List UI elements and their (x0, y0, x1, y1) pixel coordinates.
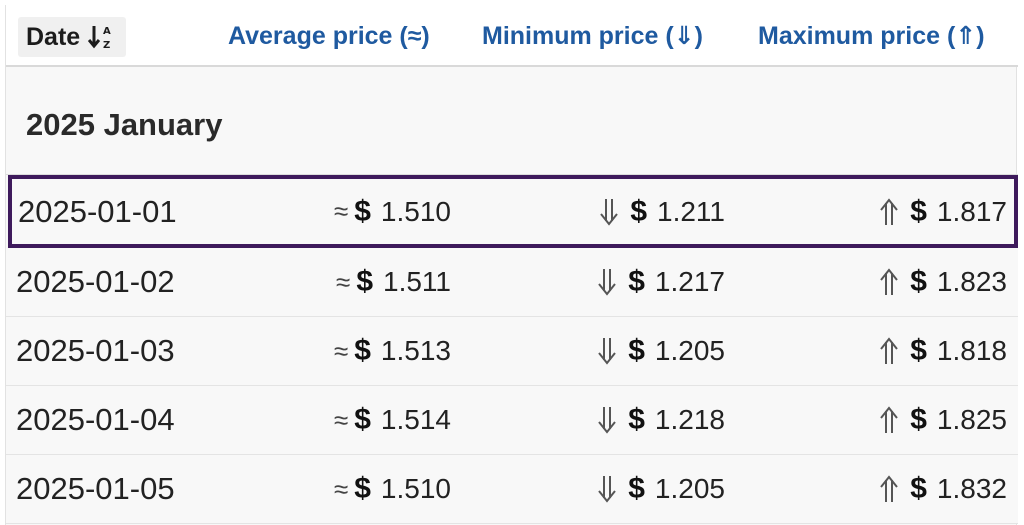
price-table: Date A Z Average price (≈) Minimum price… (5, 5, 1018, 525)
average-price-value: 1.513 (380, 335, 451, 366)
double-up-arrow-icon (878, 336, 902, 366)
table-row[interactable]: 2025-01-05 ≈ $1.510 $1.205 $1.832 (6, 455, 1018, 524)
row-date: 2025-01-01 (18, 193, 177, 229)
double-up-arrow-icon (878, 405, 902, 435)
currency-symbol: $ (354, 403, 371, 436)
month-group-label: 2025 January (26, 107, 223, 142)
minimum-price-column-header[interactable]: Minimum price (⇓) (482, 22, 703, 50)
table-row[interactable]: 2025-01-03 ≈ $1.513 $1.205 $1.818 (6, 317, 1018, 386)
approx-icon: ≈ (333, 404, 349, 435)
row-average-price: ≈ $1.511 (336, 248, 451, 316)
currency-symbol: $ (910, 334, 927, 367)
table-row[interactable]: 2025-01-04 ≈ $1.514 $1.218 $1.825 (6, 386, 1018, 455)
minimum-price-value: 1.218 (654, 404, 725, 435)
row-date: 2025-01-04 (16, 402, 175, 437)
row-average-price: ≈ $1.510 (334, 455, 451, 523)
maximum-price-column-header[interactable]: Maximum price (⇑) (758, 22, 985, 50)
approx-icon: ≈ (336, 266, 351, 297)
row-average-price: ≈ $1.510 (334, 179, 451, 244)
minimum-price-value: 1.205 (654, 335, 725, 366)
approx-icon: ≈ (333, 335, 349, 366)
minimum-price-value: 1.205 (654, 473, 725, 504)
date-column-header[interactable]: Date A Z (18, 17, 127, 57)
average-price-value: 1.510 (380, 195, 451, 227)
currency-symbol: $ (910, 194, 927, 228)
average-price-value: 1.510 (380, 473, 451, 504)
currency-symbol: $ (628, 403, 645, 436)
double-down-arrow-icon (596, 474, 620, 504)
double-up-arrow-icon (878, 267, 902, 297)
row-maximum-price: $1.818 (878, 317, 1007, 385)
maximum-price-value: 1.832 (936, 473, 1007, 504)
row-average-price: ≈ $1.513 (334, 317, 451, 385)
currency-symbol: $ (628, 472, 645, 505)
svg-text:Z: Z (103, 40, 110, 51)
month-group-row: 2025 January (6, 67, 1018, 175)
sort-ascending-az-icon[interactable]: A Z (88, 23, 114, 51)
row-minimum-price: $1.218 (596, 386, 725, 454)
double-down-arrow-icon (596, 267, 620, 297)
currency-symbol: $ (628, 265, 645, 298)
table-header: Date A Z Average price (≈) Minimum price… (6, 5, 1018, 67)
row-maximum-price: $1.823 (878, 248, 1007, 316)
maximum-price-value: 1.825 (936, 404, 1007, 435)
table-row[interactable]: 2025-01-02 ≈ $1.511 $1.217 $1.823 (6, 248, 1018, 317)
row-maximum-price: $1.817 (878, 179, 1007, 244)
double-down-arrow-icon (596, 405, 620, 435)
date-header-label: Date (26, 22, 81, 51)
currency-symbol: $ (910, 265, 927, 298)
minimum-price-value: 1.217 (654, 266, 725, 297)
row-date: 2025-01-02 (16, 264, 175, 299)
minimum-price-value: 1.211 (657, 195, 725, 227)
currency-symbol: $ (354, 194, 371, 228)
double-up-arrow-icon (878, 197, 902, 227)
maximum-price-value: 1.818 (936, 335, 1007, 366)
average-price-value: 1.514 (380, 404, 451, 435)
row-minimum-price: $1.205 (596, 317, 725, 385)
row-maximum-price: $1.825 (878, 386, 1007, 454)
currency-symbol: $ (356, 265, 373, 298)
row-date: 2025-01-03 (16, 333, 175, 368)
average-price-column-header[interactable]: Average price (≈) (228, 21, 430, 50)
row-date: 2025-01-05 (16, 471, 175, 506)
currency-symbol: $ (628, 334, 645, 367)
row-minimum-price: $1.217 (596, 248, 725, 316)
row-average-price: ≈ $1.514 (334, 386, 451, 454)
approx-icon: ≈ (333, 473, 349, 504)
row-minimum-price: $1.211 (598, 179, 725, 244)
currency-symbol: $ (630, 194, 647, 228)
approx-icon: ≈ (333, 196, 349, 226)
row-maximum-price: $1.832 (878, 455, 1007, 523)
table-row[interactable]: 2025-01-01 ≈ $1.510 $1.211 $1.817 (8, 175, 1018, 248)
maximum-price-value: 1.823 (936, 266, 1007, 297)
double-down-arrow-icon (596, 336, 620, 366)
currency-symbol: $ (910, 472, 927, 505)
currency-symbol: $ (354, 472, 371, 505)
svg-text:A: A (103, 26, 111, 37)
double-up-arrow-icon (878, 474, 902, 504)
maximum-price-value: 1.817 (936, 195, 1007, 227)
average-price-value: 1.511 (383, 266, 451, 297)
double-down-arrow-icon (598, 197, 622, 227)
currency-symbol: $ (354, 334, 371, 367)
currency-symbol: $ (910, 403, 927, 436)
row-minimum-price: $1.205 (596, 455, 725, 523)
